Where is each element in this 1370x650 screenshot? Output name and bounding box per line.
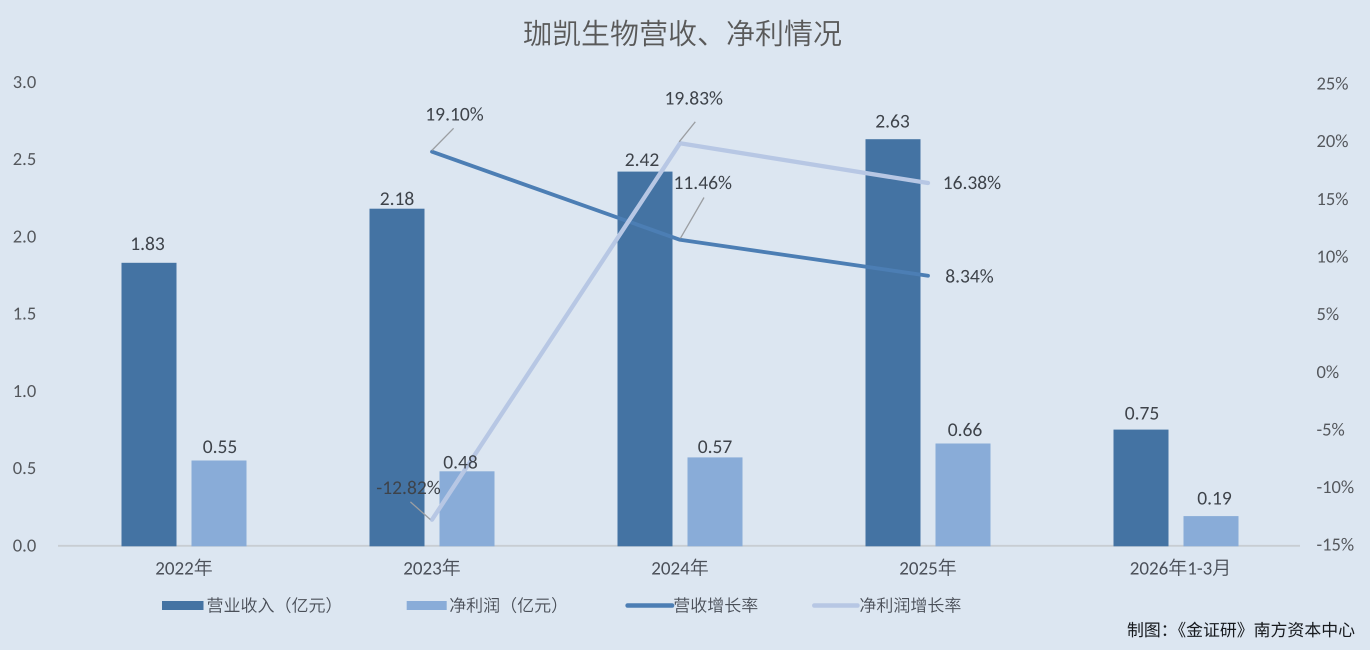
svg-text:3.0: 3.0: [13, 70, 36, 93]
svg-text:营收增长率: 营收增长率: [673, 596, 758, 617]
svg-text:5%: 5%: [1317, 302, 1340, 325]
svg-text:制图：《金证研》南方资本中心: 制图：《金证研》南方资本中心: [1127, 620, 1355, 641]
svg-text:8.34%: 8.34%: [945, 265, 994, 289]
svg-text:19.83%: 19.83%: [665, 87, 723, 111]
svg-text:2.42: 2.42: [625, 148, 660, 172]
svg-text:11.46%: 11.46%: [674, 171, 732, 195]
svg-text:0%: 0%: [1317, 360, 1340, 383]
svg-text:2022年: 2022年: [155, 558, 213, 581]
svg-text:10%: 10%: [1317, 245, 1349, 268]
svg-text:25%: 25%: [1317, 72, 1349, 95]
svg-text:2026年1-3月: 2026年1-3月: [1130, 558, 1232, 581]
svg-text:-5%: -5%: [1317, 417, 1345, 440]
svg-text:营业收入（亿元）: 营业收入（亿元）: [207, 596, 343, 617]
svg-text:16.38%: 16.38%: [943, 171, 1001, 195]
svg-text:-15%: -15%: [1317, 533, 1355, 556]
svg-text:0.75: 0.75: [1125, 402, 1160, 426]
svg-text:净利润（亿元）: 净利润（亿元）: [449, 596, 568, 617]
svg-text:0.48: 0.48: [443, 451, 478, 475]
svg-text:2023年: 2023年: [403, 558, 461, 581]
svg-text:净利润增长率: 净利润增长率: [859, 596, 961, 617]
svg-text:0.66: 0.66: [948, 418, 983, 442]
svg-text:2025年: 2025年: [899, 558, 957, 581]
svg-text:0.5: 0.5: [13, 456, 36, 479]
svg-text:2.0: 2.0: [13, 224, 36, 247]
svg-text:2.18: 2.18: [380, 187, 415, 211]
svg-text:1.5: 1.5: [13, 302, 36, 325]
svg-text:-10%: -10%: [1317, 475, 1355, 498]
svg-text:0.55: 0.55: [203, 435, 238, 459]
svg-text:15%: 15%: [1317, 187, 1349, 210]
svg-text:1.0: 1.0: [13, 379, 36, 402]
svg-text:0.19: 0.19: [1197, 487, 1232, 511]
svg-text:0.0: 0.0: [13, 533, 36, 556]
svg-text:-12.82%: -12.82%: [376, 476, 440, 500]
svg-text:珈凯生物营收、净利情况: 珈凯生物营收、净利情况: [523, 16, 842, 52]
svg-text:20%: 20%: [1317, 129, 1349, 152]
svg-text:2024年: 2024年: [651, 558, 709, 581]
svg-text:0.57: 0.57: [698, 435, 733, 459]
svg-text:2.63: 2.63: [875, 109, 910, 133]
svg-text:1.83: 1.83: [130, 232, 165, 256]
svg-text:19.10%: 19.10%: [425, 103, 483, 127]
svg-text:2.5: 2.5: [13, 147, 36, 170]
